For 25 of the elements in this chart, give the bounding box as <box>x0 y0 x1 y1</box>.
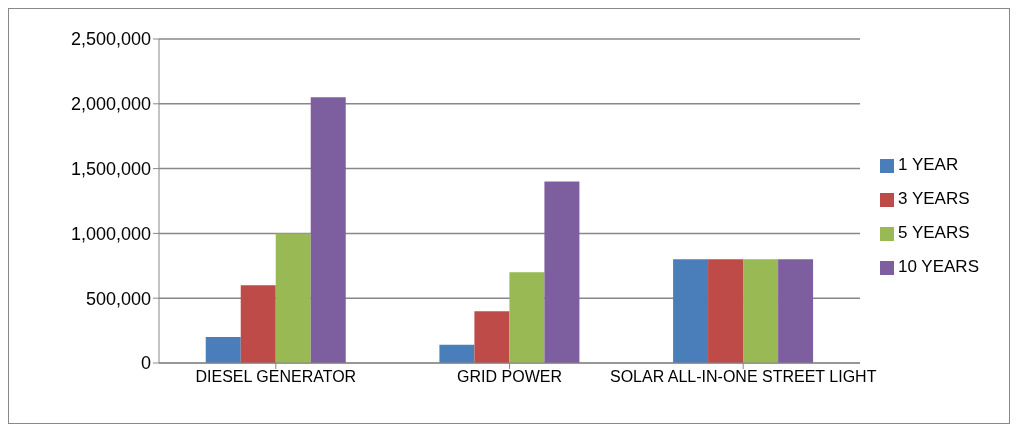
bar <box>275 233 311 363</box>
bar <box>743 259 779 363</box>
y-tick-label: 2,500,000 <box>70 29 151 50</box>
bar <box>544 181 580 363</box>
y-tick-label: 0 <box>140 353 151 374</box>
bar <box>310 97 346 363</box>
legend-label: 5 YEARS <box>898 223 970 242</box>
legend-label: 10 YEARS <box>898 257 979 276</box>
legend-label: 3 YEARS <box>898 189 970 208</box>
bar <box>439 344 475 363</box>
bar <box>708 259 744 363</box>
legend-label: 1 YEAR <box>898 155 959 174</box>
y-tick-label: 1,000,000 <box>70 223 151 244</box>
bar <box>474 311 510 363</box>
bar <box>778 259 814 363</box>
bar <box>240 285 276 363</box>
bar <box>673 259 709 363</box>
y-tick-label: 500,000 <box>85 288 151 309</box>
bar <box>205 337 241 363</box>
x-tick-label: DIESEL GENERATOR <box>195 368 357 386</box>
x-tick-label: SOLAR ALL-IN-ONE STREET LIGHT <box>609 368 877 386</box>
x-tick-label: GRID POWER <box>457 368 562 386</box>
bar <box>509 272 545 363</box>
y-tick-label: 2,000,000 <box>70 94 151 115</box>
y-tick-label: 1,500,000 <box>70 158 151 179</box>
